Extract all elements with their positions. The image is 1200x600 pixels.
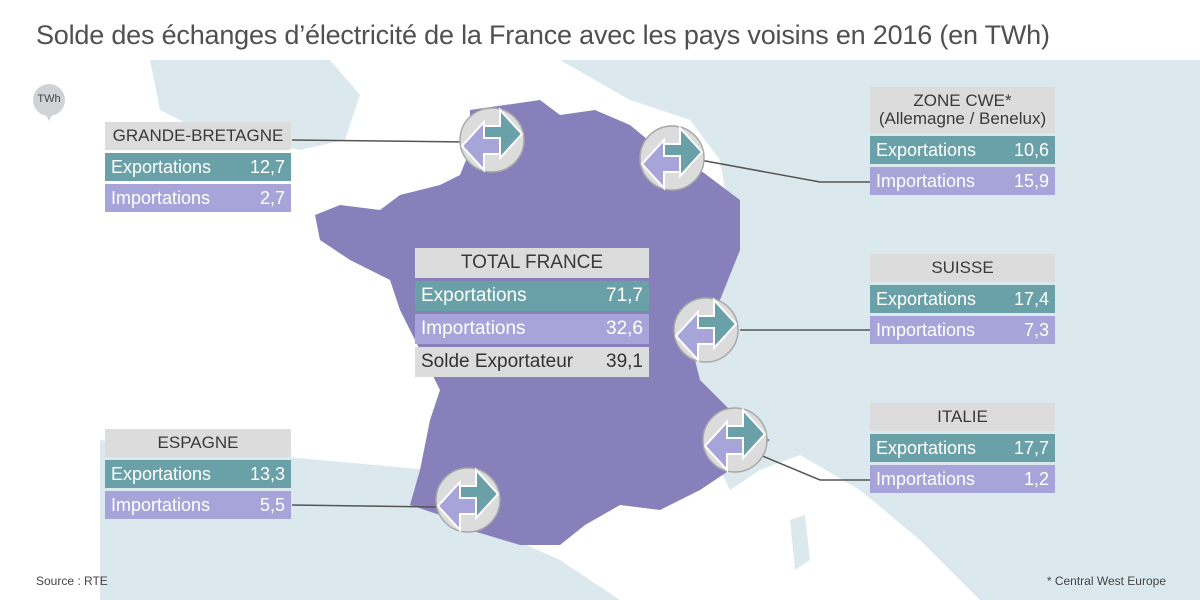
- box-es: ESPAGNE Exportations 13,3 Importations 5,5: [105, 429, 291, 519]
- box-total-balance: Solde Exportateur 39,1: [415, 347, 649, 377]
- box-cwe: ZONE CWE* (Allemagne / Benelux) Exportati…: [870, 87, 1055, 195]
- unit-badge: TWh: [33, 84, 65, 121]
- box-cwe-header-line1: ZONE CWE*: [913, 91, 1012, 110]
- export-label: Exportations: [111, 156, 212, 177]
- box-es-header: ESPAGNE: [105, 429, 291, 457]
- box-total-import: Importations 32,6: [415, 314, 649, 344]
- box-cwe-import: Importations 15,9: [870, 167, 1055, 195]
- export-label: Exportations: [876, 437, 977, 458]
- box-total-header: TOTAL FRANCE: [415, 248, 649, 278]
- box-it: ITALIE Exportations 17,7 Importations 1,2: [870, 403, 1055, 493]
- exchange-icon-ch: [673, 297, 739, 363]
- exchange-icon-es: [435, 467, 501, 533]
- box-total: TOTAL FRANCE Exportations 71,7 Importatio…: [415, 248, 649, 377]
- land-corsica: [790, 515, 810, 570]
- box-it-header: ITALIE: [870, 403, 1055, 431]
- exchange-icon-cwe: [639, 125, 705, 191]
- export-value: 13,3: [249, 463, 285, 484]
- box-es-import: Importations 5,5: [105, 491, 291, 519]
- page-title: Solde des échanges d’électricité de la F…: [36, 20, 1050, 50]
- box-es-export: Exportations 13,3: [105, 460, 291, 488]
- import-value: 1,2: [1023, 468, 1049, 489]
- export-value: 17,7: [1013, 437, 1049, 458]
- import-value: 32,6: [606, 318, 643, 339]
- box-ch: SUISSE Exportations 17,4 Importations 7,3: [870, 254, 1055, 344]
- box-cwe-header-line2: (Allemagne / Benelux): [878, 109, 1047, 128]
- export-label: Exportations: [876, 139, 977, 160]
- import-label: Importations: [876, 319, 976, 340]
- box-gb-import: Importations 2,7: [105, 184, 291, 212]
- export-label: Exportations: [111, 463, 212, 484]
- box-ch-import: Importations 7,3: [870, 316, 1055, 344]
- source-note: Source : RTE: [36, 574, 108, 588]
- box-gb-header: GRANDE-BRETAGNE: [105, 122, 291, 150]
- export-label: Exportations: [876, 288, 977, 309]
- box-it-import: Importations 1,2: [870, 465, 1055, 493]
- box-gb-export: Exportations 12,7: [105, 153, 291, 181]
- box-total-export: Exportations 71,7: [415, 281, 649, 311]
- exchange-icon-it: [702, 407, 768, 473]
- export-value: 10,6: [1013, 139, 1049, 160]
- balance-value: 39,1: [606, 351, 643, 372]
- box-gb: GRANDE-BRETAGNE Exportations 12,7 Importa…: [105, 122, 291, 212]
- exchange-icon-gb: [459, 107, 525, 173]
- import-value: 15,9: [1013, 170, 1049, 191]
- import-label: Importations: [421, 318, 526, 339]
- box-cwe-header: ZONE CWE* (Allemagne / Benelux): [870, 87, 1055, 133]
- import-value: 2,7: [259, 187, 285, 208]
- export-value: 71,7: [606, 285, 643, 306]
- export-value: 12,7: [249, 156, 285, 177]
- export-label: Exportations: [421, 285, 527, 306]
- import-label: Importations: [111, 494, 211, 515]
- box-cwe-export: Exportations 10,6: [870, 136, 1055, 164]
- import-value: 7,3: [1023, 319, 1049, 340]
- import-value: 5,5: [259, 494, 285, 515]
- leader-lines: [291, 139, 870, 508]
- export-value: 17,4: [1013, 288, 1049, 309]
- box-ch-header: SUISSE: [870, 254, 1055, 282]
- footnote: * Central West Europe: [1046, 574, 1166, 588]
- box-ch-export: Exportations 17,4: [870, 285, 1055, 313]
- box-it-export: Exportations 17,7: [870, 434, 1055, 462]
- import-label: Importations: [876, 170, 976, 191]
- import-label: Importations: [876, 468, 976, 489]
- import-label: Importations: [111, 187, 211, 208]
- balance-label: Solde Exportateur: [421, 351, 574, 372]
